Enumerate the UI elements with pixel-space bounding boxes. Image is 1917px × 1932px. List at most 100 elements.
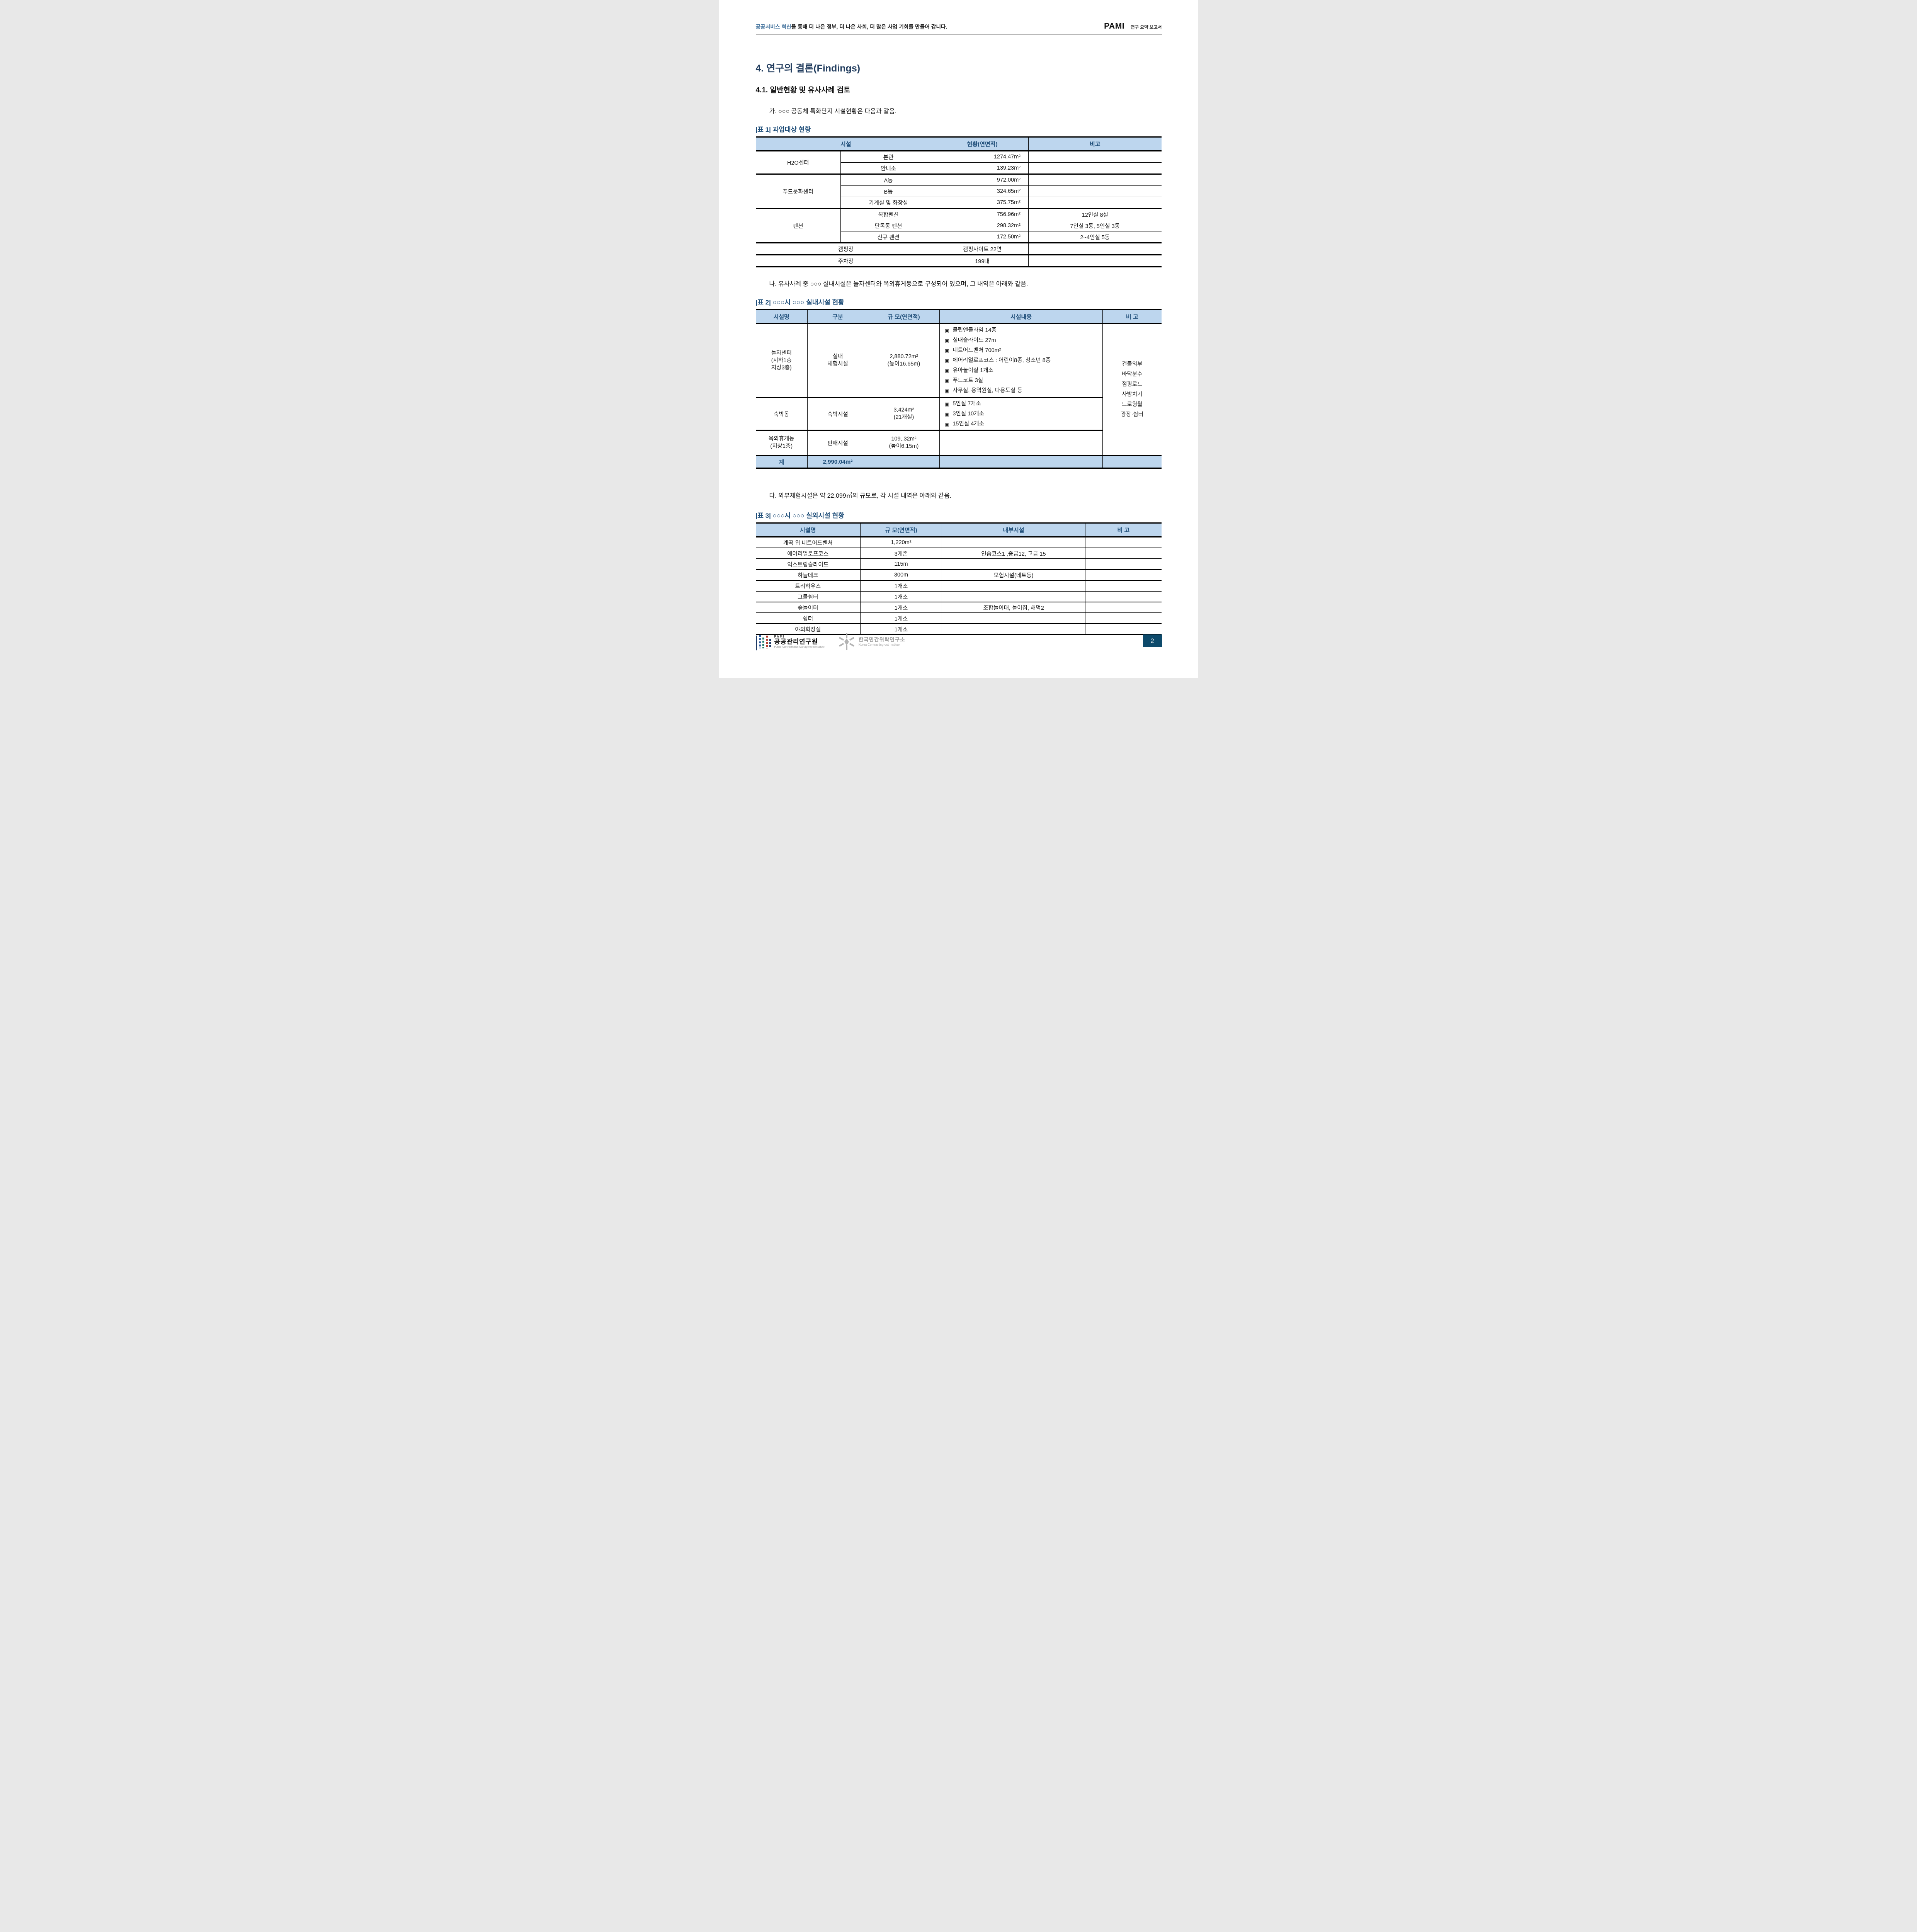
- facility-name: 복합펜션: [840, 208, 937, 220]
- group-label: H2O센터: [755, 150, 841, 174]
- report-page: 공공서비스 혁신을 통해 더 나은 정부, 더 나은 사회, 더 많은 사업 기…: [719, 0, 1198, 678]
- facility-contents: ▣ 클립앤클라임 14종 ▣ 실내슬라이드 27m ▣ 네트어드벤처 700m² ▣ 에…: [939, 323, 1103, 398]
- facility-area: 375.75m²: [936, 197, 1029, 209]
- facility-note: [1028, 173, 1162, 186]
- list-item: ▣ 유아놀이실 1개소: [940, 366, 1102, 376]
- empty-cell: [939, 455, 1103, 468]
- facility-area: 298.32m²: [936, 220, 1029, 231]
- list-item-text: 네트어드벤처 700m²: [953, 347, 1001, 354]
- facility-name: 익스트림슬라이드: [755, 558, 861, 570]
- table1-col-area: 현황(연면적): [936, 137, 1029, 151]
- facility-inner: [942, 580, 1085, 592]
- square-bullet-icon: ▣: [945, 421, 949, 427]
- facility-type: 판매시설: [807, 430, 868, 456]
- facility-size: 3개존: [860, 548, 942, 559]
- table2-caption: |표 2| ○○○시 ○○○ 실내시설 현황: [755, 299, 844, 306]
- facility-type: 실내 체험시설: [807, 323, 868, 398]
- facility-inner: [942, 623, 1085, 635]
- square-bullet-icon: ▣: [945, 338, 949, 344]
- section-title: 4. 연구의 결론(Findings): [755, 63, 861, 74]
- facility-inner: 연습코스1 ,중급12, 고급 15: [942, 548, 1085, 559]
- pami-brand: PAMI: [774, 635, 785, 639]
- page-header: 공공서비스 혁신을 통해 더 나은 정부, 더 나은 사회, 더 많은 사업 기…: [756, 22, 1162, 31]
- facility-name: 에어리얼로프코스: [755, 548, 861, 559]
- paragraph-da: 다. 외부체험시설은 약 22,099㎡의 규모로, 각 시설 내역은 아래와 …: [769, 493, 952, 499]
- facility-note: [1028, 197, 1162, 209]
- facility-note: [1085, 623, 1162, 635]
- table2-col-size: 규 모(연면적): [868, 310, 940, 324]
- total-label: 계: [755, 455, 808, 468]
- facility-note: 7인실 3동, 5인실 3동: [1028, 220, 1162, 231]
- table-row: 계곡 위 네트어드벤처 1,220m²: [755, 536, 1162, 548]
- pami-building-icon: [755, 633, 771, 651]
- facility-name: 캠핑장: [755, 242, 937, 255]
- facility-size: 1개소: [860, 623, 942, 635]
- tagline-highlight: 공공서비스 혁신: [755, 24, 791, 30]
- list-item-text: 클립앤클라임 14종: [953, 327, 997, 333]
- facility-name: 옥외휴게동 (지상1층): [755, 430, 808, 456]
- table-row: 단독동 펜션 298.32m² 7인실 3동, 5인실 3동: [756, 220, 1162, 231]
- list-item-text: 에어리얼로프코스 : 어린이8종, 청소년 8종: [953, 357, 1051, 364]
- list-item: ▣ 푸드코트 3실: [940, 376, 1102, 386]
- page-footer: PAMI 공공관리연구원 Public Administration Manag…: [755, 633, 905, 651]
- table1-caption: |표 1| 과업대상 현황: [755, 126, 811, 133]
- list-item-text: 푸드코트 3실: [953, 378, 983, 384]
- group-label: 푸드문화센터: [755, 173, 841, 209]
- facility-size: 1개소: [860, 580, 942, 592]
- square-bullet-icon: ▣: [945, 411, 949, 417]
- facility-size: 2,880.72m² (높이16.65m): [868, 323, 940, 398]
- facility-area: 324.65m²: [936, 185, 1029, 197]
- table-row: 신규 펜션 172.50m² 2~4인실 5동: [756, 231, 1162, 243]
- list-item: ▣ 3인실 10개소: [940, 409, 1102, 419]
- pami-subtitle: Public Administration Management Institu…: [774, 646, 825, 649]
- square-bullet-icon: ▣: [945, 378, 949, 384]
- facility-note: [1028, 162, 1162, 174]
- facility-name: B동: [840, 185, 937, 197]
- facility-name: 그물쉼터: [755, 591, 861, 602]
- facility-name: 숙박동: [755, 397, 808, 430]
- list-item-text: 15인실 4개소: [953, 421, 984, 427]
- facility-inner: [942, 612, 1085, 624]
- facility-note: [1085, 558, 1162, 570]
- table3-caption: |표 3| ○○○시 ○○○ 실외시설 현황: [755, 512, 844, 519]
- facility-size: 115m: [860, 558, 942, 570]
- table-row: 숙박동 숙박시설 3,424m² (21개실) ▣ 5인실 7개소 ▣ 3인실 10…: [755, 397, 1162, 430]
- pami-logo-text: PAMI 공공관리연구원 Public Administration Manag…: [774, 635, 825, 649]
- table-row: 안내소 139.23m²: [756, 162, 1162, 174]
- facility-name: 하늘데크: [755, 569, 861, 581]
- facility-note: 2~4인실 5동: [1028, 231, 1162, 243]
- table-row: 캠핑장 캠핑사이트 22면: [755, 242, 1162, 255]
- table3-header-row: 시설명 규 모(연면적) 내부시설 비 고: [755, 523, 1162, 537]
- empty-cell: [868, 455, 940, 468]
- facility-area: 172.50m²: [936, 231, 1029, 243]
- list-item: ▣ 5인실 7개소: [940, 399, 1102, 409]
- facility-note: [1085, 536, 1162, 548]
- facility-size: 300m: [860, 569, 942, 581]
- list-item-text: 유아놀이실 1개소: [953, 367, 993, 374]
- pami-name: 공공관리연구원: [774, 638, 818, 646]
- table-row: 주차장 199대: [755, 254, 1162, 267]
- facility-note: 12인실 8실: [1028, 208, 1162, 220]
- table3-col-name: 시설명: [755, 523, 861, 537]
- kci-logo: 한국민간위탁연구소 Korea Contracting-out Institue: [839, 633, 905, 651]
- table2-header-row: 시설명 구분 규 모(연면적) 시설내용 비 고: [755, 310, 1162, 324]
- kci-logo-text: 한국민간위탁연구소 Korea Contracting-out Institue: [859, 637, 905, 647]
- facility-contents: [939, 430, 1103, 456]
- facility-note: [1028, 185, 1162, 197]
- table-row: 푸드문화센터 A동 972.00m²: [755, 173, 1162, 209]
- header-brand-area: PAMI 연구 요약 보고서: [1104, 22, 1162, 31]
- facility-inner: 조합놀이대, 놀이집, 해먹2: [942, 602, 1085, 613]
- table-row: 야외화장실 1개소: [755, 623, 1162, 635]
- facility-size: 1,220m²: [860, 536, 942, 548]
- facility-area: 캠핑사이트 22면: [936, 242, 1029, 255]
- list-item: ▣ 네트어드벤처 700m²: [940, 345, 1102, 355]
- table3-col-inner: 내부시설: [942, 523, 1085, 537]
- facility-type: 숙박시설: [807, 397, 868, 430]
- table3-outdoor-facilities: 시설명 규 모(연면적) 내부시설 비 고 계곡 위 네트어드벤처 1,220m²…: [755, 522, 1162, 635]
- square-bullet-icon: ▣: [945, 368, 949, 374]
- tagline-rest: 을 통해 더 나은 정부, 더 나은 사회, 더 많은 사업 기회를 만들어 갑…: [791, 24, 947, 30]
- facility-name: 본관: [840, 150, 937, 163]
- table-row: 그물쉼터 1개소: [755, 591, 1162, 602]
- facility-note: 건물외부 바닥분수 점핑로드 사방치기 드로윙월 광장·쉼터: [1102, 323, 1162, 456]
- header-tagline: 공공서비스 혁신을 통해 더 나은 정부, 더 나은 사회, 더 많은 사업 기…: [756, 22, 947, 30]
